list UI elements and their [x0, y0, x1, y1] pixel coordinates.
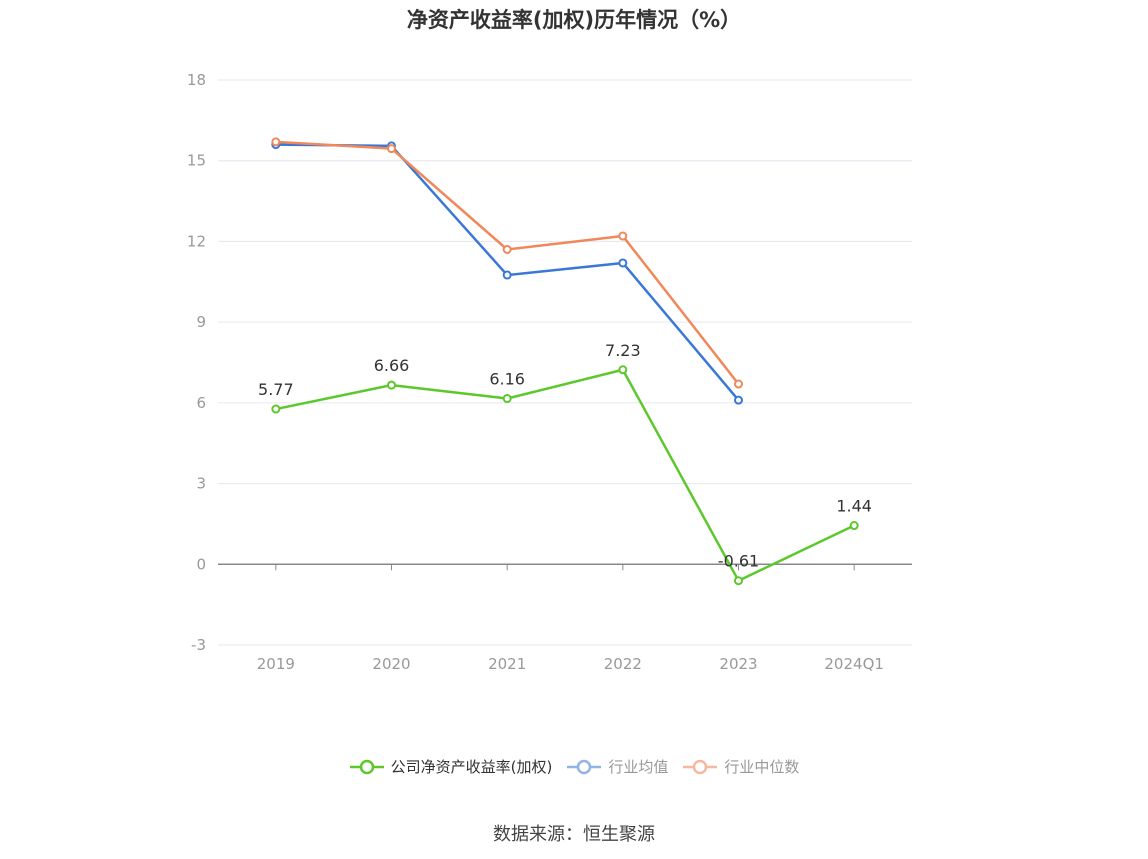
- data-label: 1.44: [836, 497, 872, 516]
- legend-label: 行业中位数: [724, 758, 800, 776]
- x-tick-label: 2020: [372, 655, 410, 673]
- data-point: [734, 576, 743, 586]
- data-point: [849, 521, 859, 531]
- data-point: [618, 231, 628, 241]
- data-label: 7.23: [605, 341, 641, 360]
- data-point: [502, 270, 512, 280]
- legend-marker-icon: [683, 759, 718, 774]
- data-label: 5.77: [258, 380, 294, 399]
- y-tick-label: 9: [196, 313, 206, 331]
- x-tick-label: 2021: [488, 655, 526, 673]
- legend-marker-icon: [349, 759, 384, 774]
- x-tick-label: 2019: [257, 655, 295, 673]
- legend-item-1[interactable]: 行业均值: [566, 756, 668, 777]
- y-tick-label: 3: [196, 475, 206, 493]
- data-label: 6.16: [489, 370, 525, 389]
- legend-item-0[interactable]: 公司净资产收益率(加权): [349, 756, 553, 777]
- data-point: [271, 137, 281, 147]
- x-tick-label: 2022: [604, 655, 642, 673]
- series-line-0: [275, 368, 855, 582]
- y-tick-label: 0: [196, 555, 206, 573]
- data-point: [734, 395, 743, 405]
- data-point: [387, 144, 396, 154]
- data-point: [387, 380, 396, 390]
- y-tick-label: 15: [187, 152, 206, 170]
- legend-label: 行业均值: [608, 758, 669, 776]
- y-tick-label: 18: [187, 71, 206, 89]
- y-tick-label: -3: [191, 636, 206, 654]
- data-point: [734, 379, 743, 389]
- x-tick-label: 2023: [719, 655, 757, 673]
- legend-item-2[interactable]: 行业中位数: [682, 756, 799, 777]
- data-point: [618, 258, 628, 268]
- chart-title: 净资产收益率(加权)历年情况（%）: [406, 8, 742, 32]
- series-line-2: [275, 140, 740, 385]
- source-note: 数据来源：恒生聚源: [493, 824, 655, 845]
- legend-label: 公司净资产收益率(加权): [390, 758, 553, 776]
- data-point: [502, 245, 512, 254]
- x-tick-label: 2024Q1: [824, 655, 884, 673]
- data-point: [271, 404, 281, 414]
- line-chart: 18 15 12 9 6 3 0 -3 2019 2020 2021 2022 2023 2024Q1 5.…: [187, 71, 912, 673]
- data-label: 6.66: [374, 356, 410, 375]
- y-tick-label: 12: [187, 232, 206, 250]
- chart-legend: 公司净资产收益率(加权) 行业均值 行业中位数: [0, 756, 1148, 777]
- data-point: [618, 365, 628, 375]
- data-label: -0.61: [718, 552, 759, 571]
- y-tick-label: 6: [196, 394, 206, 412]
- data-point: [502, 394, 512, 404]
- legend-marker-icon: [567, 759, 602, 774]
